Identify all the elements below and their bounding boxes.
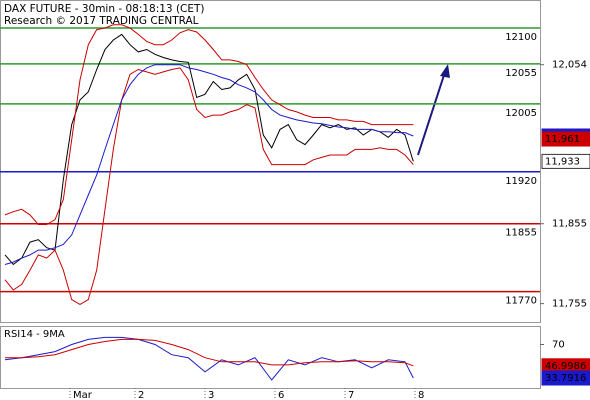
series-line: [4, 33, 414, 266]
x-tick-label: 7: [348, 390, 354, 400]
series-line: [5, 338, 414, 367]
series-line: [4, 336, 414, 381]
price-marker: [541, 131, 590, 147]
x-tick-label: 8: [418, 390, 424, 400]
y-tick-label: 11,755: [552, 299, 587, 310]
x-tick-label: Mar: [73, 390, 93, 400]
price-marker-label: 33.7916: [545, 373, 586, 384]
level-label: 12005: [505, 108, 537, 119]
rsi-title: RSI14 - 9MA: [4, 329, 65, 340]
price-marker-label: 11,933: [545, 156, 580, 167]
x-tick-label: 3: [208, 390, 214, 400]
chart-subtitle: Research © 2017 TRADING CENTRAL: [4, 15, 199, 27]
x-tick-label: 6: [278, 390, 284, 400]
forecast-arrow-head: [440, 64, 450, 78]
y-tick-label: 70: [552, 340, 565, 351]
price-marker: [541, 370, 590, 386]
level-label: 12055: [505, 68, 537, 79]
y-tick-label: 12,054: [552, 60, 587, 71]
price-marker-label: 11,961: [545, 134, 580, 145]
x-tick-label: 2: [138, 390, 144, 400]
series-line: [4, 24, 414, 225]
series-line: [4, 67, 414, 305]
price-marker-label: 46.9986: [545, 361, 586, 372]
chart-title: DAX FUTURE - 30min - 08:18:13 (CET): [4, 3, 205, 15]
level-label: 11920: [505, 176, 537, 187]
y-tick-label: 11,855: [552, 219, 587, 230]
level-label: 11770: [505, 296, 537, 307]
level-label: 11855: [505, 228, 537, 239]
price-marker: [541, 153, 590, 169]
rsi-panel: [0, 326, 541, 389]
forecast-arrow: [417, 71, 446, 156]
series-line: [4, 64, 414, 265]
price-panel: [0, 0, 541, 323]
level-label: 12100: [505, 32, 537, 43]
